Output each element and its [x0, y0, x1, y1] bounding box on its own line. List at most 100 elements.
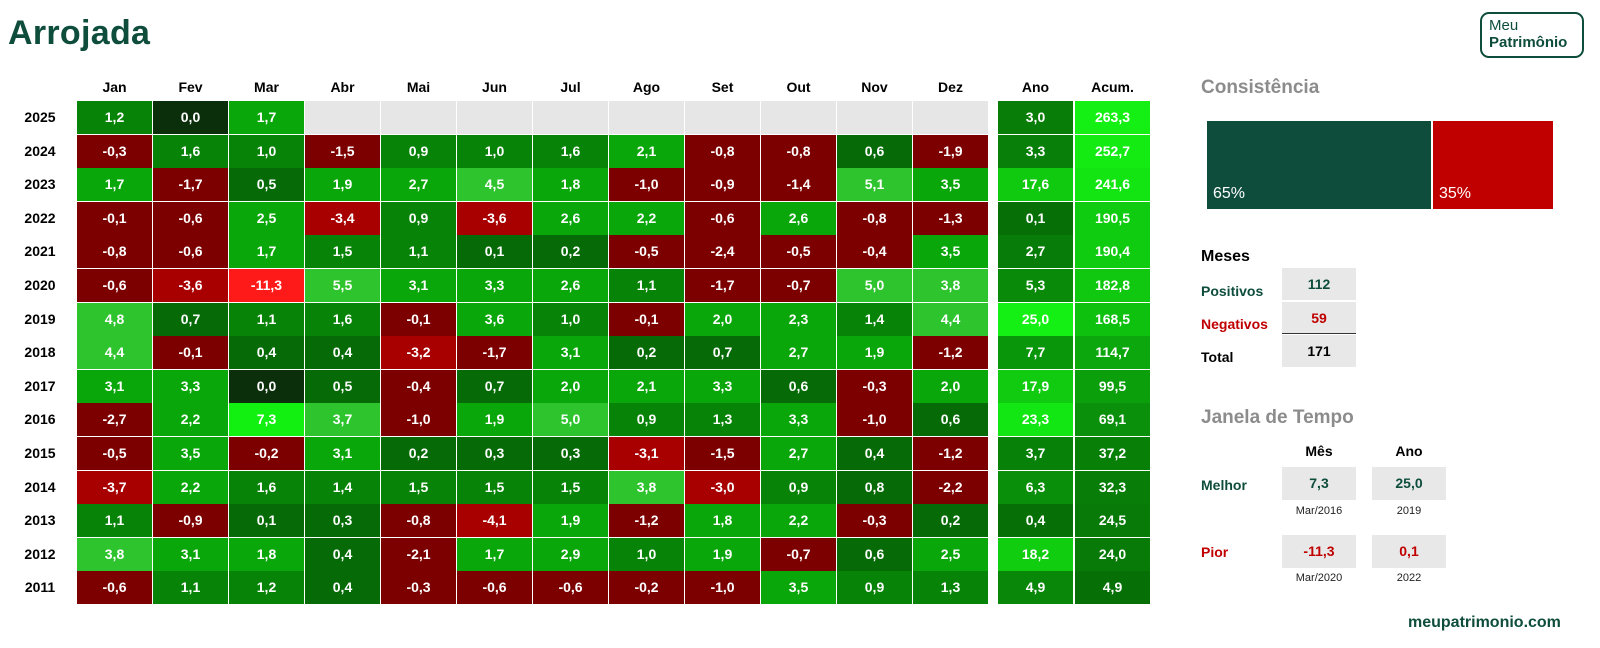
heatmap-cell: -0,9 [685, 168, 760, 202]
heatmap-cell: -1,0 [685, 571, 760, 605]
heatmap-cell: -0,1 [609, 302, 684, 336]
heatmap-cell: 0,4 [305, 537, 380, 571]
heatmap-cell: 3,3 [153, 369, 228, 403]
heatmap-cell: 3,1 [77, 369, 152, 403]
heatmap-cell: 0,6 [913, 403, 988, 437]
heatmap-cell: 3,3 [761, 403, 836, 437]
heatmap-cell: 2,7 [381, 168, 456, 202]
heatmap-cell: 1,6 [305, 302, 380, 336]
month-header-mar: Mar [254, 79, 279, 95]
heatmap-cell: 3,8 [77, 537, 152, 571]
janela-title: Janela de Tempo [1201, 407, 1354, 428]
heatmap-cell: 2,1 [609, 134, 684, 168]
month-header-ago: Ago [632, 79, 661, 95]
consistencia-positive-bar: 65% [1207, 121, 1431, 209]
heatmap-cell: -0,4 [837, 235, 912, 269]
heatmap-cell: -1,2 [609, 504, 684, 538]
footer-site-link[interactable]: meupatrimonio.com [1408, 614, 1561, 631]
heatmap-cell: 2,2 [609, 201, 684, 235]
heatmap-cell: 0,1 [229, 504, 304, 538]
heatmap-cell: -1,2 [913, 336, 988, 370]
janela-pior-mes-date: Mar/2020 [1295, 572, 1343, 584]
heatmap-cell: -3,4 [305, 201, 380, 235]
consistencia-title: Consistência [1201, 77, 1320, 98]
heatmap-cell-empty [837, 101, 912, 134]
meses-negativos-value: 59 [1282, 302, 1356, 334]
heatmap-cell: 0,2 [381, 437, 456, 470]
heatmap-cell: -3,7 [77, 470, 152, 504]
heatmap-cell-empty [457, 101, 532, 134]
heatmap-cell-empty [913, 101, 988, 134]
heatmap-cell: -2,4 [685, 235, 760, 269]
ano-cell: 17,9 [998, 369, 1073, 403]
ano-cell: 3,7 [998, 437, 1073, 470]
janela-melhor-ano: 25,0 [1372, 467, 1446, 500]
acum-cell: 190,4 [1075, 235, 1150, 269]
heatmap-cell: 3,7 [305, 403, 380, 437]
heatmap-cell: -1,2 [913, 437, 988, 470]
heatmap-cell: -1,5 [305, 134, 380, 168]
acum-cell: 4,9 [1075, 571, 1150, 605]
heatmap-cell: 0,2 [913, 504, 988, 538]
heatmap-cell: 1,6 [533, 134, 608, 168]
acum-cell: 252,7 [1075, 134, 1150, 168]
heatmap-cell: 3,3 [685, 369, 760, 403]
heatmap-cell: -1,3 [913, 201, 988, 235]
heatmap-cell: 1,9 [533, 504, 608, 538]
heatmap-cell: -0,6 [77, 269, 152, 302]
heatmap-cell-empty [381, 101, 456, 134]
heatmap-cell: 5,5 [305, 269, 380, 302]
heatmap-cell: 5,0 [533, 403, 608, 437]
heatmap-cell: 1,5 [533, 470, 608, 504]
heatmap-cell: -1,0 [837, 403, 912, 437]
heatmap-cell: 0,9 [761, 470, 836, 504]
heatmap-cell: 0,9 [609, 403, 684, 437]
heatmap-cell: 1,8 [685, 504, 760, 538]
heatmap-cell: 1,1 [381, 235, 456, 269]
heatmap-cell: 3,5 [913, 168, 988, 202]
heatmap-cell: -1,9 [913, 134, 988, 168]
heatmap-cell: 0,5 [229, 168, 304, 202]
janela-melhor-mes-date: Mar/2016 [1295, 505, 1343, 517]
month-header-mai: Mai [406, 79, 431, 95]
heatmap-cell: 1,2 [229, 571, 304, 605]
heatmap-cell: 3,1 [381, 269, 456, 302]
logo-line-2: Patrimônio [1489, 34, 1568, 51]
month-header-dez: Dez [938, 79, 963, 95]
janela-melhor-mes: 7,3 [1282, 467, 1356, 500]
year-label-2021: 2021 [24, 243, 56, 260]
heatmap-cell: 1,6 [229, 470, 304, 504]
acum-header: Acum. [1091, 79, 1134, 95]
month-header-jul: Jul [560, 79, 581, 95]
heatmap-cell: 1,7 [77, 168, 152, 202]
month-header-fev: Fev [178, 79, 203, 95]
heatmap-cell: -3,6 [153, 269, 228, 302]
month-header-nov: Nov [861, 79, 888, 95]
heatmap-cell: 0,7 [685, 336, 760, 370]
acum-cell: 24,0 [1075, 537, 1150, 571]
heatmap-cell: 1,6 [153, 134, 228, 168]
heatmap-cell: -0,7 [761, 269, 836, 302]
heatmap-cell: -3,0 [685, 470, 760, 504]
ano-cell: 5,3 [998, 269, 1073, 302]
heatmap-cell: -3,1 [609, 437, 684, 470]
acum-cell: 37,2 [1075, 437, 1150, 470]
heatmap-cell: 0,5 [305, 369, 380, 403]
heatmap-cell: 0,4 [305, 336, 380, 370]
meses-positivos-value: 112 [1282, 268, 1356, 300]
janela-pior-mes: -11,3 [1282, 535, 1356, 568]
janela-melhor-label: Melhor [1201, 477, 1247, 493]
heatmap-cell: 2,5 [229, 201, 304, 235]
heatmap-cell: 4,5 [457, 168, 532, 202]
heatmap-cell: 1,1 [229, 302, 304, 336]
heatmap-cell: 1,0 [609, 537, 684, 571]
month-header-abr: Abr [330, 79, 355, 95]
janela-pior-label: Pior [1201, 544, 1229, 560]
year-label-2023: 2023 [24, 176, 56, 193]
heatmap-cell: -0,5 [77, 437, 152, 470]
heatmap-cell: 3,6 [457, 302, 532, 336]
acum-cell: 190,5 [1075, 201, 1150, 235]
acum-cell: 69,1 [1075, 403, 1150, 437]
ano-cell: 4,9 [998, 571, 1073, 605]
consistencia-negative-bar: 35% [1433, 121, 1553, 209]
